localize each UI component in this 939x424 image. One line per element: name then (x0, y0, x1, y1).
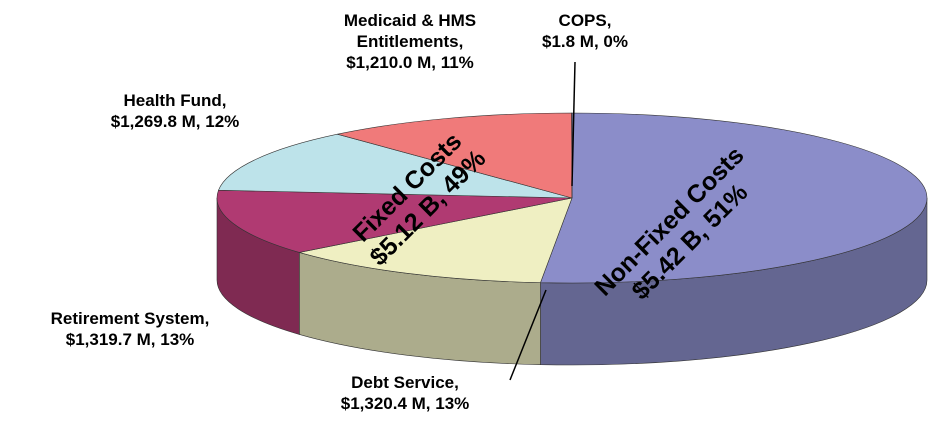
slice-value: $1,269.8 M, 12% (110, 112, 240, 131)
slice-name: Debt Service, (351, 373, 459, 392)
slice (216, 189, 573, 253)
slice-value: $1,320.4 M, 13% (340, 394, 470, 413)
slice-value: $1,210.0 M, 11% (346, 53, 474, 72)
slice-label: Debt Service, $1,320.4 M, 13% (285, 372, 525, 414)
slice (299, 197, 573, 283)
slice-name: COPS, (558, 11, 612, 30)
slice-name: Medicaid & HMS Entitlements, (343, 11, 477, 51)
sides (216, 197, 928, 366)
slice-label: Medicaid & HMS Entitlements, $1,210.0 M, … (323, 10, 498, 73)
slice-value: $1,319.7 M, 13% (65, 330, 195, 349)
slice (337, 112, 573, 199)
slice (540, 112, 928, 284)
slice-value: $1.8 M, 0% (542, 32, 628, 51)
slice-label: Retirement System, $1,319.7 M, 13% (10, 308, 250, 350)
slice-label: Health Fund, $1,269.8 M, 12% (75, 90, 275, 132)
slice-name: Health Fund, (123, 91, 227, 110)
cops-leader (571, 61, 576, 187)
slice-name: Retirement System, (50, 309, 210, 328)
slice (218, 133, 573, 199)
debt-leader (509, 289, 547, 381)
slice-label: COPS, $1.8 M, 0% (510, 10, 660, 52)
